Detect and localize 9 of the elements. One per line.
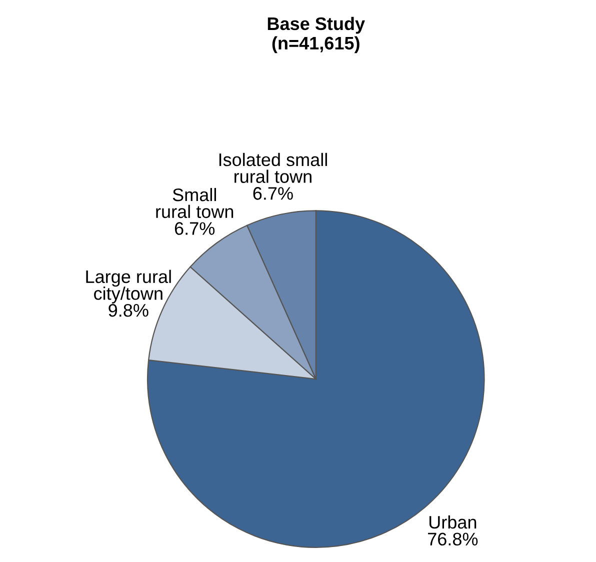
data-label: 76.8% (428, 532, 478, 546)
data-label: 6.7% (174, 222, 215, 235)
slice-label: Large rural city/town (86, 270, 171, 304)
slice-label: Urban (429, 515, 476, 529)
chart-title: Base Study (n=41,615) (268, 16, 365, 54)
slice-label: Small rural town (156, 188, 234, 218)
data-label: 6.7% (253, 187, 293, 200)
slice-label: Isolated small rural town (219, 152, 327, 183)
data-label: 9.8% (108, 304, 148, 317)
